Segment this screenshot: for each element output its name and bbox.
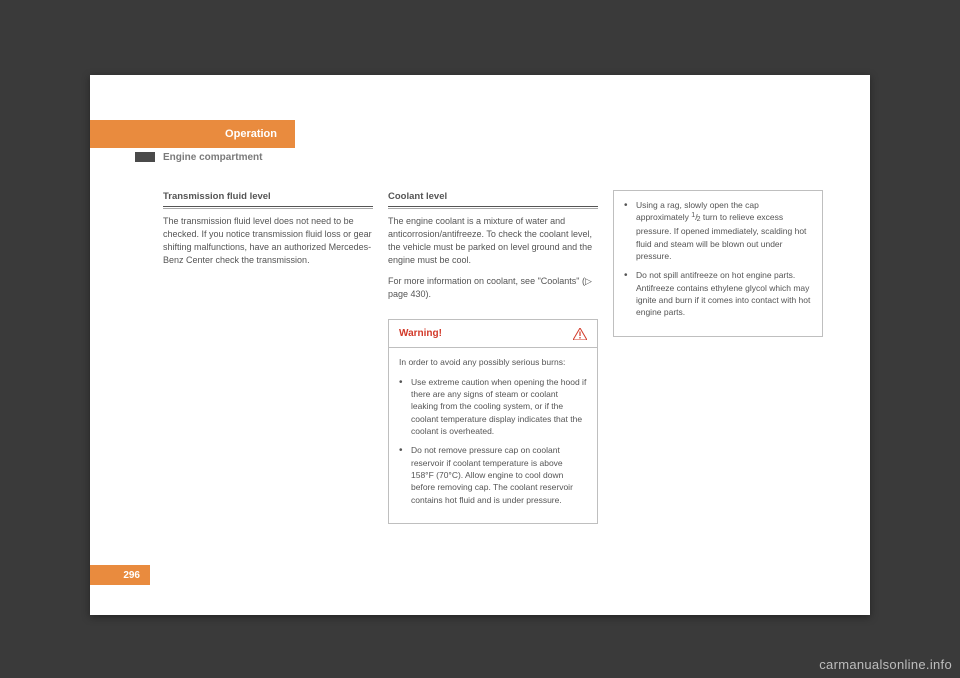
section-title: Operation — [225, 128, 277, 140]
col2-title: Coolant level — [388, 190, 598, 204]
title-rule — [163, 206, 373, 209]
warning-bullet: Do not spill antifreeze on hot engine pa… — [624, 269, 812, 318]
section-header-band: Operation — [90, 120, 295, 148]
warning-bullet: Using a rag, slowly open the cap approxi… — [624, 199, 812, 262]
warning-header: Warning! — [389, 320, 597, 348]
column-3: Using a rag, slowly open the cap approxi… — [613, 190, 823, 337]
warning-bullet: Use extreme caution when opening the hoo… — [399, 376, 587, 438]
warning-bullet-list: Use extreme caution when opening the hoo… — [399, 376, 587, 506]
warning-box-continued: Using a rag, slowly open the cap approxi… — [613, 190, 823, 337]
manual-page: Operation Engine compartment Transmissio… — [90, 75, 870, 615]
bookmark-tag — [135, 152, 155, 162]
fraction-half: 1/2 — [691, 212, 700, 222]
col2-paragraph-2: For more information on coolant, see "Co… — [388, 275, 598, 301]
column-2: Coolant level The engine coolant is a mi… — [388, 190, 598, 524]
watermark-text: carmanualsonline.info — [819, 657, 952, 672]
col1-paragraph: The transmission fluid level does not ne… — [163, 215, 373, 267]
warning-bullet-list-cont: Using a rag, slowly open the cap approxi… — [624, 199, 812, 319]
col1-title: Transmission fluid level — [163, 190, 373, 204]
warning-box: Warning! In order to avoid any possibly … — [388, 319, 598, 524]
warning-label: Warning! — [399, 327, 442, 342]
warning-body: In order to avoid any possibly serious b… — [389, 348, 597, 523]
page-number: 296 — [123, 570, 140, 581]
warning-triangle-icon — [573, 328, 587, 340]
column-1: Transmission fluid level The transmissio… — [163, 190, 373, 275]
page-number-band: 296 — [90, 565, 150, 585]
title-rule — [388, 206, 598, 209]
warning-intro: In order to avoid any possibly serious b… — [399, 356, 587, 368]
col2-paragraph-1: The engine coolant is a mixture of water… — [388, 215, 598, 267]
section-subtitle: Engine compartment — [163, 152, 262, 163]
warning-bullet: Do not remove pressure cap on coolant re… — [399, 444, 587, 506]
